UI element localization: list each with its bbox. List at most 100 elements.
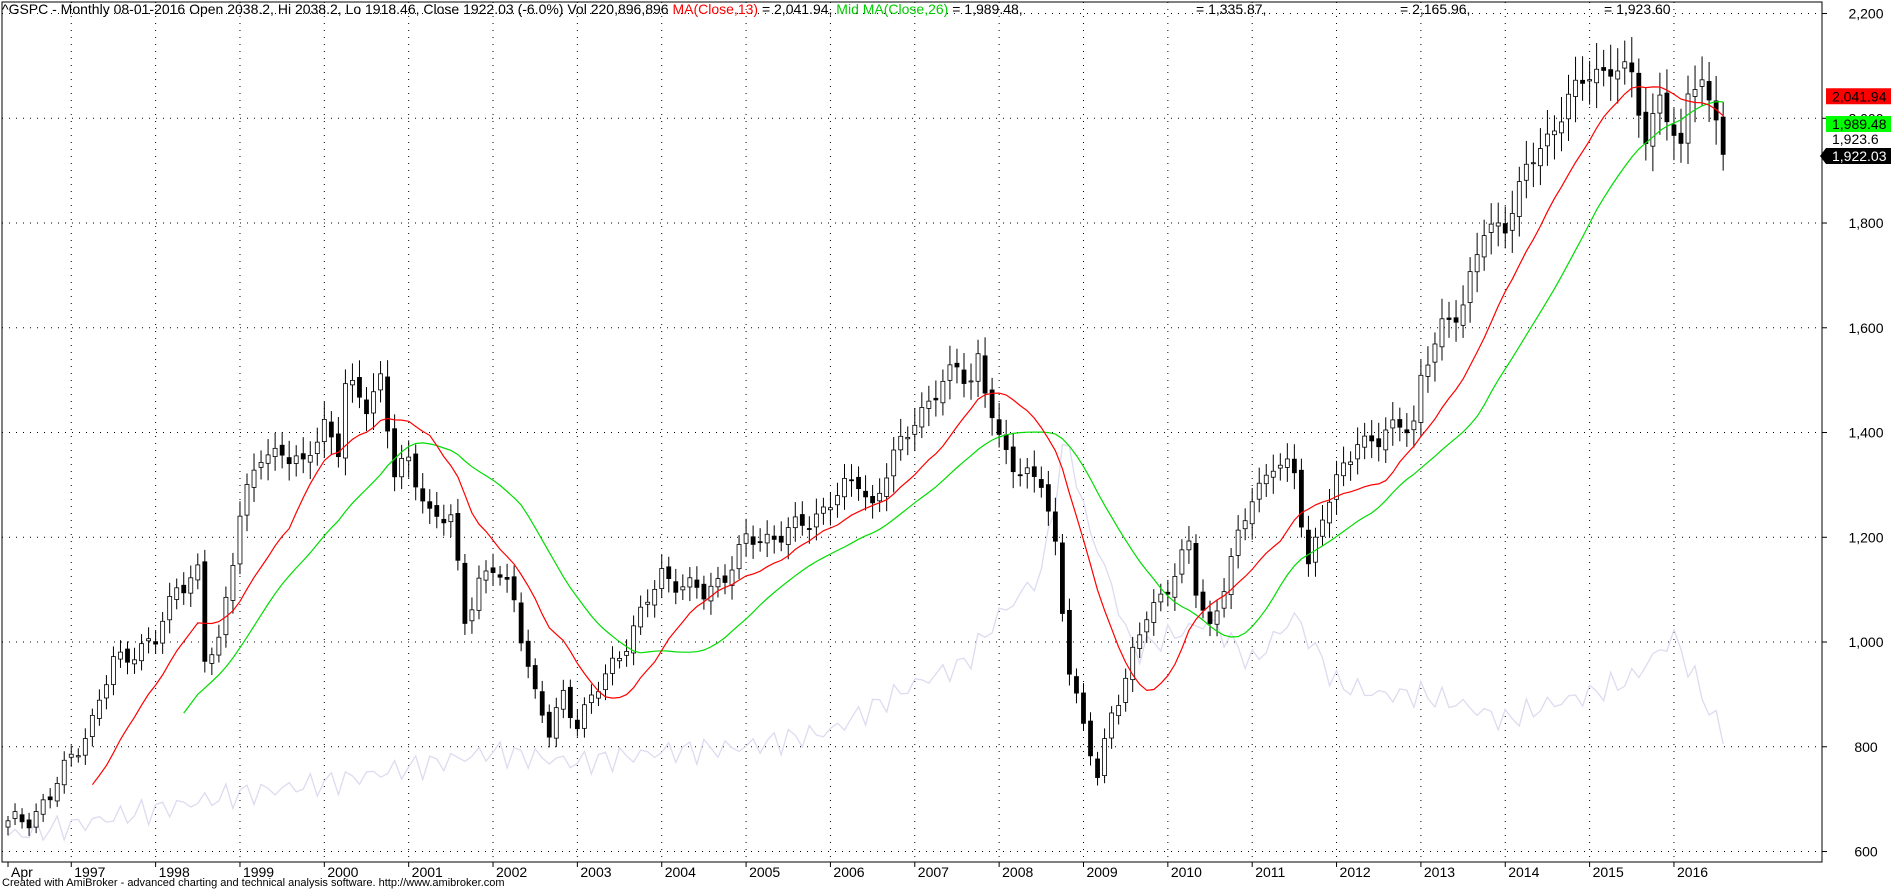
candle-up <box>785 527 791 545</box>
candle-up <box>251 469 257 488</box>
candle-up <box>314 441 320 454</box>
candle-up <box>209 654 215 664</box>
candle-up <box>792 516 798 529</box>
x-tick-label: 2000 <box>327 864 358 880</box>
candle-down <box>694 579 700 588</box>
candle-up <box>146 638 151 642</box>
candle-down <box>1580 79 1585 84</box>
ma13-line <box>91 85 1724 786</box>
candle-up <box>617 657 622 662</box>
candle-up <box>912 424 918 435</box>
candle-up <box>1137 634 1143 649</box>
candle-up <box>736 544 742 570</box>
candle-up <box>1495 222 1501 227</box>
price-tag-bg <box>1820 147 1891 164</box>
candle-down <box>455 513 461 561</box>
candle-up <box>1151 602 1157 623</box>
candle-up <box>1158 593 1164 603</box>
candle-up <box>680 586 686 591</box>
x-tick-label: 2006 <box>833 864 864 880</box>
y-tick-label: 1,800 <box>1848 215 1883 231</box>
candle-up <box>813 513 819 528</box>
candle-up <box>645 601 651 605</box>
candle-up <box>5 820 11 828</box>
candle-up <box>1383 429 1389 451</box>
candle-up <box>842 477 847 498</box>
candle-down <box>462 562 468 624</box>
candle-up <box>1284 458 1290 468</box>
candle-up <box>1334 474 1339 500</box>
candle-up <box>926 400 932 409</box>
y-tick-label: 1,000 <box>1848 634 1883 650</box>
candle-up <box>378 373 383 391</box>
candle-up <box>1594 68 1600 84</box>
candle-down <box>1010 446 1016 473</box>
x-tick-label: 1999 <box>243 864 274 880</box>
candle-up <box>1418 374 1424 423</box>
candle-up <box>469 609 475 622</box>
candle-down <box>961 369 967 384</box>
candle-up <box>216 636 222 656</box>
candle-up <box>1439 318 1445 348</box>
candle-down <box>1608 69 1614 77</box>
candle-up <box>1130 646 1136 681</box>
candle-up <box>659 568 665 589</box>
candle-down <box>1629 62 1635 73</box>
x-tick-label: 2015 <box>1593 864 1624 880</box>
candle-up <box>1566 93 1571 120</box>
candle-up <box>919 407 925 428</box>
candle-down <box>413 453 419 488</box>
candle-up <box>406 456 412 462</box>
x-tick-label: 2003 <box>580 864 611 880</box>
candle-up <box>553 707 559 739</box>
x-tick-label: 2012 <box>1340 864 1371 880</box>
candle-up <box>1481 235 1487 258</box>
candle-up <box>687 577 693 588</box>
candle-up <box>104 684 109 699</box>
candle-up <box>1650 113 1656 147</box>
candle-up <box>1214 610 1220 625</box>
y-tick-label: 600 <box>1854 844 1878 860</box>
candle-down <box>856 476 861 490</box>
candle-down <box>181 584 187 594</box>
price-tag-bg <box>1826 88 1891 105</box>
candle-up <box>1692 89 1698 97</box>
candle-up <box>307 455 313 463</box>
candle-up <box>1242 520 1248 530</box>
candle-up <box>1024 467 1030 474</box>
candle-down <box>539 691 545 716</box>
candle-down <box>1200 591 1206 611</box>
candle-up <box>708 585 714 602</box>
candles <box>5 37 1726 836</box>
candle-down <box>1193 542 1199 596</box>
candle-up <box>258 462 264 468</box>
candle-up <box>1460 304 1466 326</box>
candle-down <box>335 433 341 458</box>
candle-up <box>272 447 278 458</box>
candle-up <box>905 437 911 440</box>
candle-down <box>1095 758 1100 778</box>
x-tick-label: 1997 <box>74 864 105 880</box>
candle-up <box>371 391 376 414</box>
x-tick-label: 2007 <box>918 864 949 880</box>
candle-up <box>884 477 890 497</box>
candle-up <box>940 380 946 404</box>
candle-down <box>757 541 763 544</box>
candle-up <box>195 564 201 581</box>
candle-up <box>1530 162 1536 165</box>
candle-down <box>982 355 988 394</box>
candle-down <box>954 362 960 368</box>
candle-down <box>153 641 159 645</box>
candle-down <box>1601 67 1607 71</box>
candle-down <box>328 421 334 438</box>
candle-down <box>1074 676 1079 694</box>
candle-up <box>877 492 883 502</box>
candle-up <box>631 625 637 654</box>
candle-down <box>497 574 503 578</box>
candle-down <box>863 490 868 498</box>
candle-down <box>1720 116 1726 155</box>
candle-up <box>821 506 826 514</box>
price-tag-label: 1,922.03 <box>1832 148 1887 164</box>
candle-up <box>483 570 489 581</box>
y-tick-label: 1,600 <box>1848 320 1883 336</box>
